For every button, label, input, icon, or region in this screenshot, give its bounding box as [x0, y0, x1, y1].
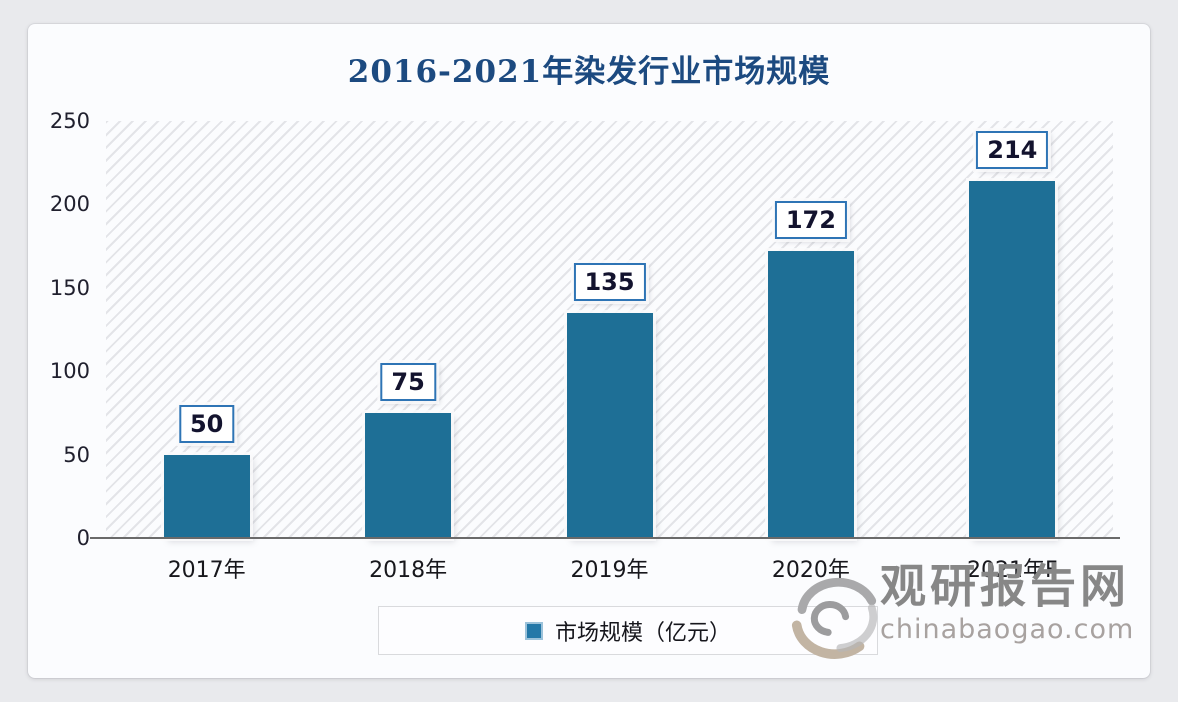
bar [969, 181, 1056, 538]
x-axis-category-label: 2018年 [369, 558, 448, 583]
y-axis-tick-label: 200 [49, 192, 90, 217]
chart-card: 2016-2021年染发行业市场规模 0 50 100 150 200 250 50 75 1… [28, 24, 1150, 678]
bar [566, 312, 653, 538]
watermark-brand: 观研报告网 [880, 559, 1130, 613]
bar-value-label: 50 [178, 404, 235, 443]
y-axis-tick-label: 250 [49, 109, 90, 133]
legend-label: 市场规模（亿元） [554, 620, 731, 646]
watermark: 观研报告网 chinabaogao.com [788, 560, 1134, 670]
watermark-domain: chinabaogao.com [880, 613, 1135, 645]
x-axis-category-label: 2017年 [167, 558, 246, 583]
watermark-swirl-logo-icon [791, 578, 878, 659]
x-axis-line [90, 537, 1120, 539]
y-axis-tick-label: 50 [63, 442, 90, 467]
chart-title: 2016-2021年染发行业市场规模 [347, 54, 831, 90]
x-axis-category-label: 2021年F [966, 558, 1058, 583]
bar-value-label: 135 [573, 262, 646, 301]
bar-value-label: 214 [976, 131, 1049, 170]
x-axis-category-label: 2019年 [570, 558, 649, 583]
y-axis-tick-label: 150 [49, 275, 90, 300]
watermark-text: 观研报告网 chinabaogao.com [880, 560, 1134, 645]
y-axis-tick-label: 100 [49, 359, 90, 384]
bar [163, 454, 250, 538]
y-axis-tick-label: 0 [76, 526, 90, 550]
bar-value-label: 75 [380, 362, 436, 401]
bar [365, 412, 452, 538]
bar-value-label: 172 [774, 201, 847, 240]
legend-swatch-icon [524, 621, 543, 640]
bar [767, 251, 854, 538]
